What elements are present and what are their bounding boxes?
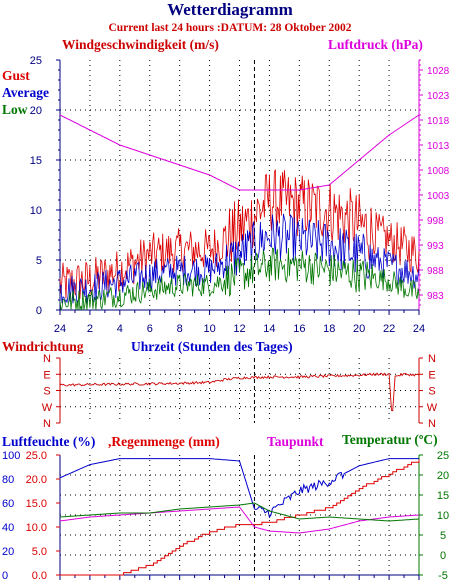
pressure-tick-label: 1023 (427, 91, 450, 102)
temperature-axis-title: Temperatur (ºC) (342, 432, 438, 447)
rain-tick-label: 10.0 (26, 522, 47, 534)
pressure-tick-label: 988 (427, 266, 444, 277)
rain-series (60, 459, 420, 576)
time-tick-label: 16 (293, 323, 305, 335)
time-tick-label: 4 (117, 323, 123, 335)
temperature-tick-label: 10 (437, 510, 449, 522)
pressure-series (59, 114, 420, 191)
dewpoint-title: Taupunkt (267, 434, 324, 449)
direction-label-left: N (43, 418, 51, 430)
humidity-tick-label: 40 (2, 522, 14, 534)
humidity-tick-label: 0 (2, 570, 8, 582)
time-tick-label: 22 (383, 323, 395, 335)
time-tick-label: 6 (147, 323, 153, 335)
pressure-tick-label: 1003 (427, 191, 450, 202)
low-series (59, 247, 420, 312)
dewpoint-series (59, 506, 420, 534)
time-tick-label: 18 (323, 323, 335, 335)
humidity-tick-label: 20 (2, 546, 14, 558)
time-axis-title: Uhrzeit (Stunden des Tages) (131, 339, 293, 354)
pressure-tick-label: 1008 (427, 166, 450, 177)
rain-tick-label: 5.0 (32, 546, 47, 558)
direction-label-left: W (42, 402, 53, 414)
rain-tick-label: 15.0 (26, 498, 47, 510)
time-tick-label: 8 (177, 323, 183, 335)
time-tick-label: 24 (413, 323, 425, 335)
time-tick-label: 10 (203, 323, 215, 335)
direction-label-right: E (428, 369, 435, 381)
legend-low: Low (2, 102, 28, 117)
pressure-axis-title: Luftdruck (hPa) (328, 37, 423, 52)
temperature-tick-label: -5 (438, 570, 448, 582)
wind-y-tick-label: 15 (30, 155, 42, 167)
time-tick-label: 20 (353, 323, 365, 335)
direction-label-right: W (427, 402, 438, 414)
direction-label-left: N (43, 353, 51, 365)
temperature-tick-label: 25 (437, 450, 449, 462)
time-tick-label: 2 (87, 323, 93, 335)
time-tick-label: 24 (54, 323, 66, 335)
wind-y-tick-label: 25 (30, 55, 42, 67)
wind-y-tick-label: 5 (36, 255, 42, 267)
legend-average: Average (2, 85, 49, 100)
direction-label-right: S (428, 386, 435, 398)
temperature-tick-label: 20 (437, 470, 449, 482)
pressure-tick-label: 983 (427, 291, 444, 302)
wind-y-tick-label: 0 (36, 305, 42, 317)
humidity-tick-label: 80 (2, 474, 14, 486)
direction-label-right: N (428, 353, 436, 365)
wind-speed-axis-title: Windgeschwindigkeit (m/s) (62, 37, 219, 52)
time-tick-label: 14 (263, 323, 275, 335)
pressure-tick-label: 1028 (427, 66, 450, 77)
pressure-tick-label: 993 (427, 241, 444, 252)
rain-axis-title: ,Regenmenge (mm) (108, 434, 220, 449)
rain-tick-label: 0.0 (32, 570, 47, 582)
humidity-tick-label: 100 (2, 450, 20, 462)
temperature-tick-label: 15 (437, 490, 449, 502)
pressure-tick-label: 998 (427, 216, 444, 227)
pressure-tick-label: 1013 (427, 141, 450, 152)
wind-direction-series (59, 372, 420, 412)
direction-label-left: S (43, 386, 50, 398)
rain-tick-label: 20.0 (26, 474, 47, 486)
temperature-tick-label: 5 (440, 530, 446, 542)
wind-direction-title: Windrichtung (2, 339, 84, 354)
average-series (59, 213, 420, 305)
humidity-tick-label: 60 (2, 498, 14, 510)
chart-subtitle: Current last 24 hours :DATUM: 28 Oktober… (108, 22, 351, 34)
wind-y-tick-label: 10 (30, 205, 42, 217)
humidity-axis-title: Luftfeuchte (%) (2, 434, 95, 449)
time-tick-label: 12 (233, 323, 245, 335)
gust-series (59, 169, 420, 299)
legend-gust: Gust (2, 68, 30, 83)
rain-tick-label: 25.0 (26, 450, 47, 462)
direction-label-left: E (43, 369, 50, 381)
direction-label-right: N (428, 418, 436, 430)
chart-title: Wetterdiagramm (167, 0, 293, 19)
humidity-series (59, 458, 419, 519)
pressure-tick-label: 1018 (427, 116, 450, 127)
wind-y-tick-label: 20 (30, 105, 42, 117)
temperature-series (59, 502, 420, 522)
temperature-tick-label: 0 (440, 550, 446, 562)
